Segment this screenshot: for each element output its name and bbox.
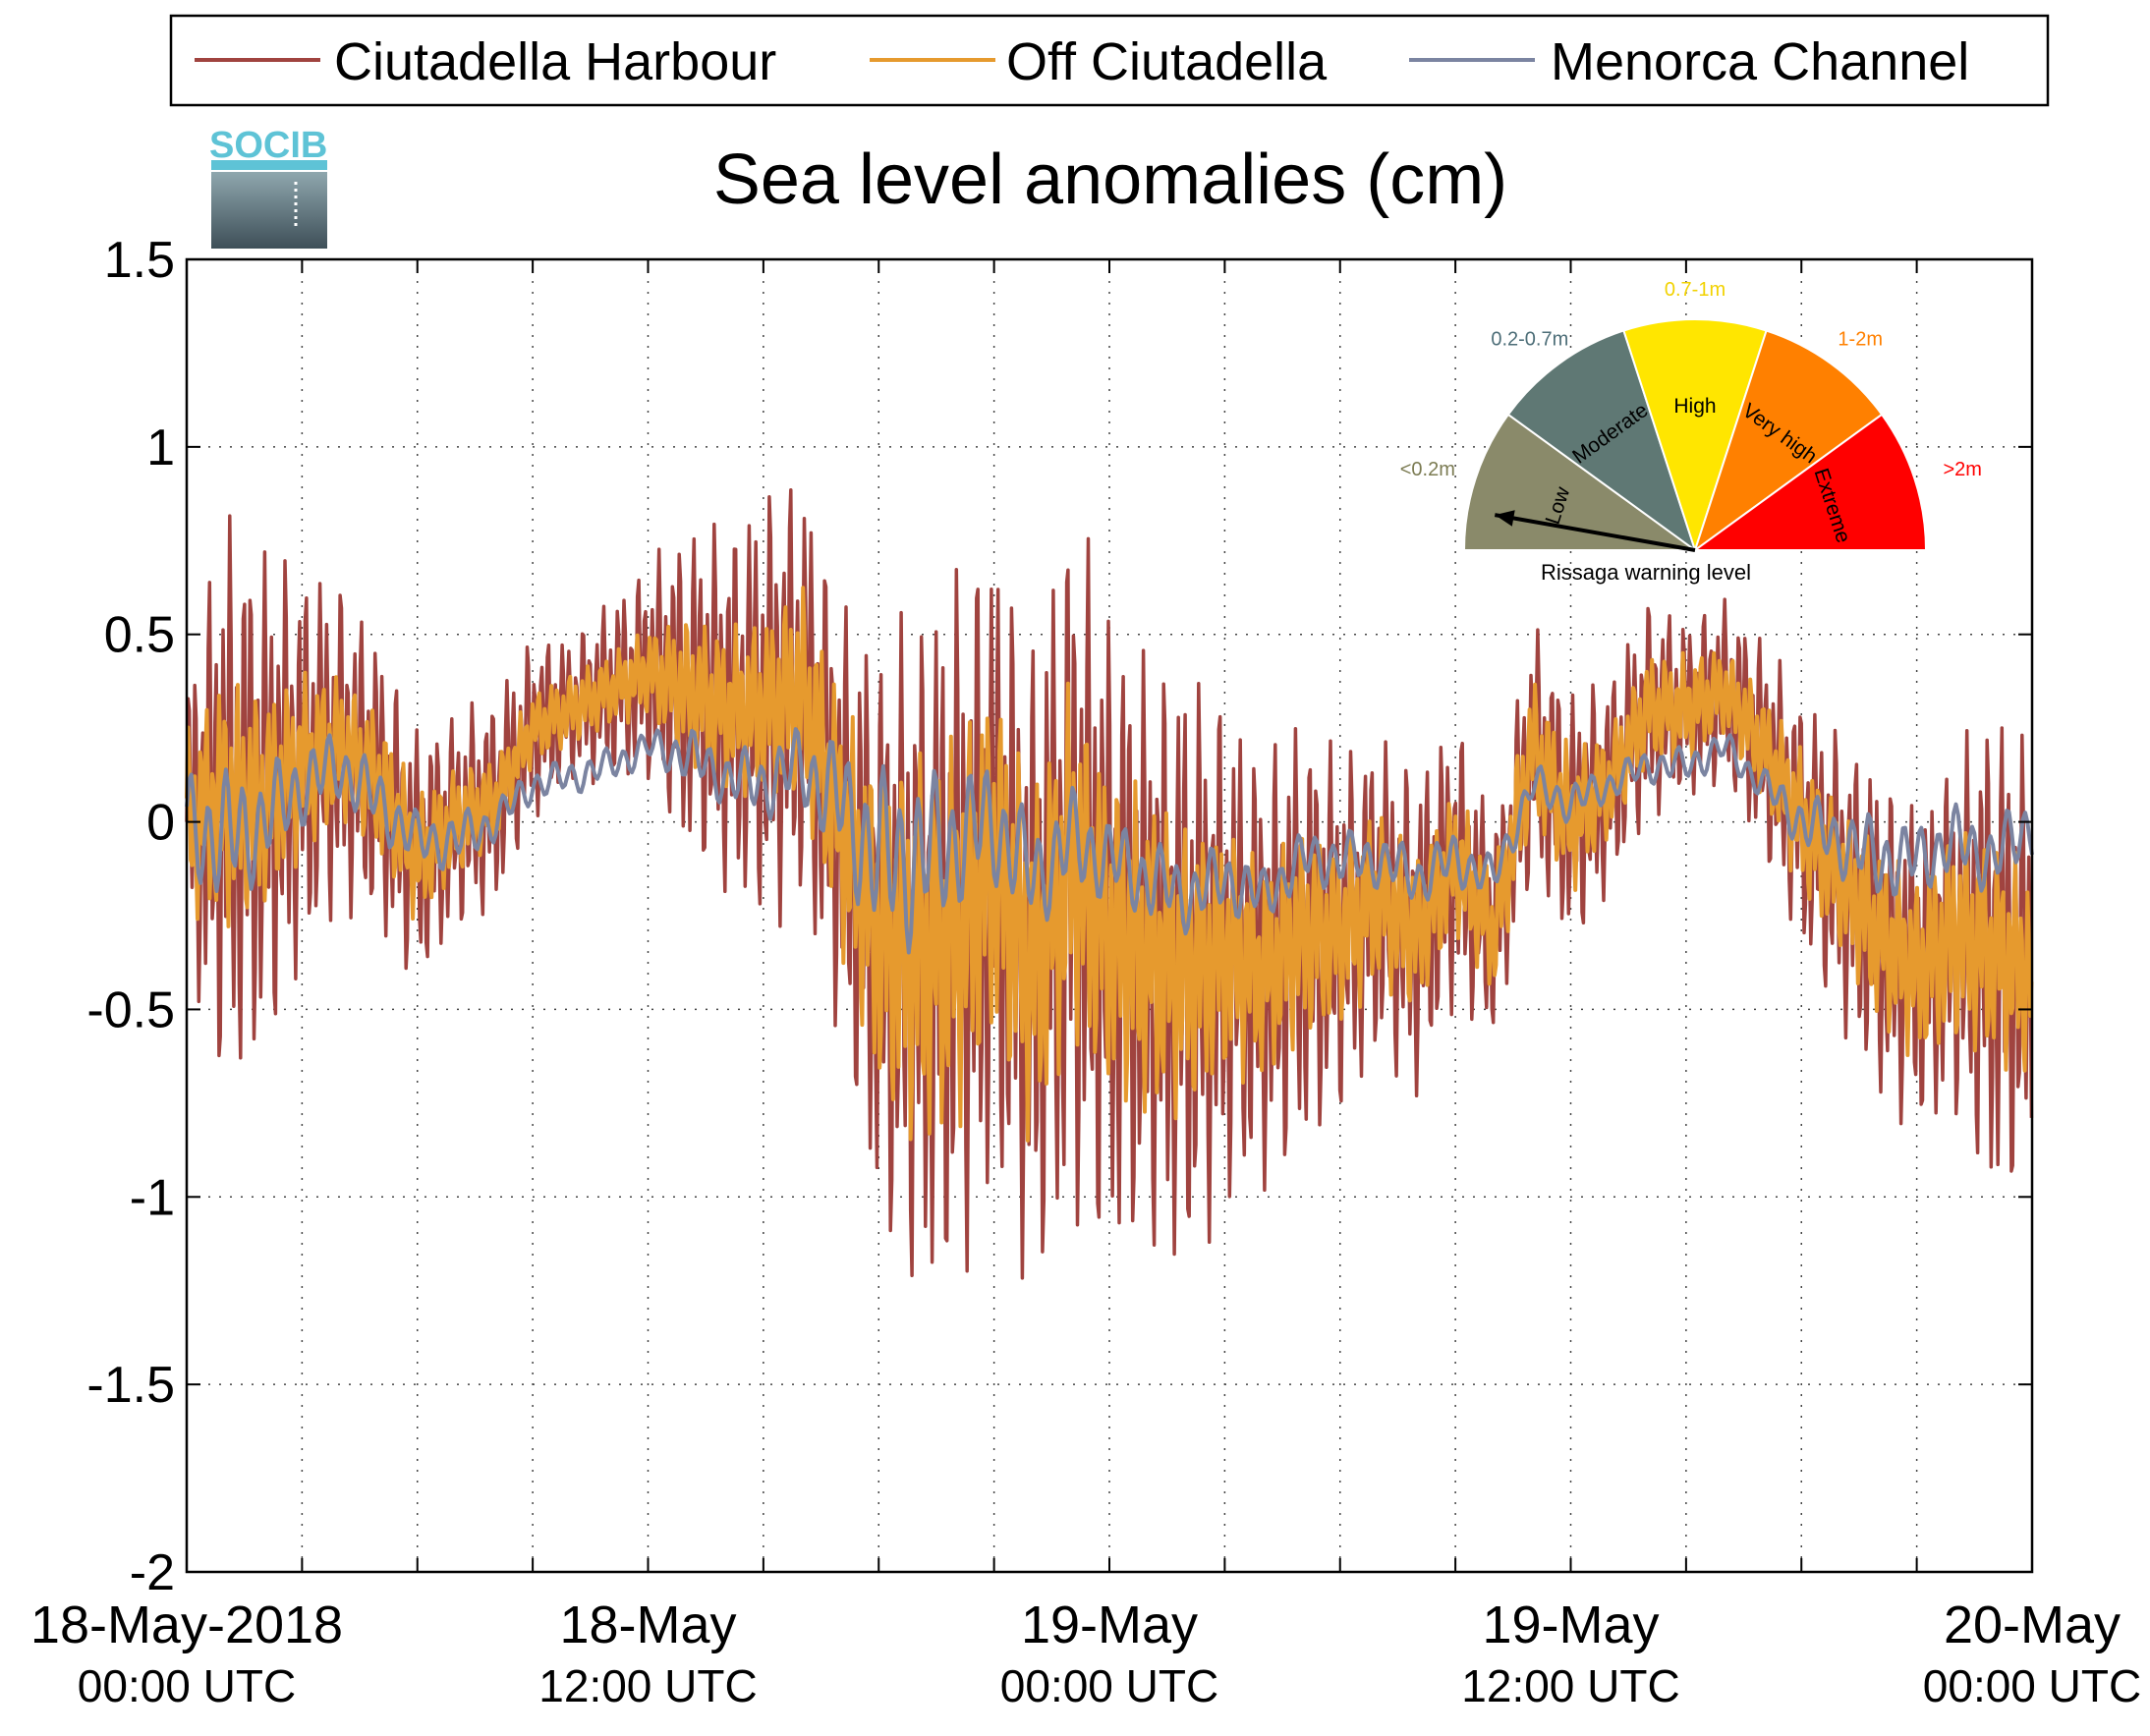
y-tick-label-3: 0 [146, 795, 175, 852]
gauge-range-label-2: 0.7-1m [1665, 279, 1726, 301]
legend-label-off-ciutadella: Off Ciutadella [1006, 32, 1328, 91]
series-line-off-ciutadella [185, 586, 2034, 1143]
gauge-sector-moderate [1506, 329, 1697, 553]
socib-logo: SOCIB [209, 125, 327, 249]
y-tick-label-5: -1 [130, 1169, 175, 1226]
gauge-sector-label-2: High [1673, 395, 1716, 418]
gauge-caption: Rissaga warning level [1541, 560, 1751, 585]
gauge-sector-very-high [1693, 329, 1884, 553]
x-tick-label-4-time: 00:00 UTC [1923, 1660, 2141, 1711]
gauge-range-label-1: 0.2-0.7m [1491, 329, 1568, 351]
gauge-pointer [1494, 513, 1696, 552]
gauge-sector-low [1462, 413, 1699, 551]
legend: Ciutadella Harbour Off Ciutadella Menorc… [169, 14, 2050, 107]
x-tick-label-0-date: 18-May-2018 [30, 1596, 343, 1654]
legend-label-menorca-channel: Menorca Channel [1551, 32, 1969, 91]
socib-logo-text: SOCIB [209, 125, 327, 166]
socib-logo-bar [211, 160, 327, 170]
y-tick-label-0: 1.5 [104, 232, 175, 289]
y-tick-label-1: 1 [146, 420, 175, 476]
x-tick-label-1-time: 12:00 UTC [538, 1660, 757, 1711]
legend-box [169, 14, 2050, 107]
y-tick-label-6: -1.5 [86, 1357, 175, 1414]
gauge-range-label-0: <0.2m [1400, 459, 1455, 480]
gauge-range-label-3: 1-2m [1838, 329, 1883, 351]
y-axis: 1.5 1 0.5 0 -0.5 -1 -1.5 -2 [86, 232, 2032, 1601]
y-tick-label-7: -2 [130, 1544, 175, 1601]
gauge-sector-extreme [1691, 413, 1928, 551]
x-tick-label-2-time: 00:00 UTC [1000, 1660, 1218, 1711]
socib-logo-block [211, 172, 327, 249]
series-line-ciutadella-harbour [185, 487, 2034, 1280]
gauge-pointer-head [1495, 510, 1515, 527]
gauge-sector-high [1622, 318, 1768, 554]
y-tick-label-4: -0.5 [86, 981, 175, 1038]
x-tick-label-3-date: 19-May [1482, 1596, 1659, 1654]
x-tick-label-4-date: 20-May [1944, 1596, 2121, 1654]
x-axis: 18-May-2018 00:00 UTC 18-May 12:00 UTC 19-Ma… [30, 259, 2141, 1711]
y-tick-label-2: 0.5 [104, 607, 175, 664]
gauge-range-label-4: >2m [1943, 459, 1981, 480]
x-tick-label-3-time: 12:00 UTC [1461, 1660, 1679, 1711]
series-line-menorca-channel [185, 727, 2034, 955]
legend-label-ciutadella-harbour: Ciutadella Harbour [334, 32, 776, 91]
chart-title: Sea level anomalies (cm) [713, 140, 1507, 219]
x-tick-label-0-time: 00:00 UTC [78, 1660, 296, 1711]
x-tick-label-2-date: 19-May [1021, 1596, 1198, 1654]
x-tick-label-1-date: 18-May [559, 1596, 736, 1654]
series-layer [185, 487, 2034, 1280]
